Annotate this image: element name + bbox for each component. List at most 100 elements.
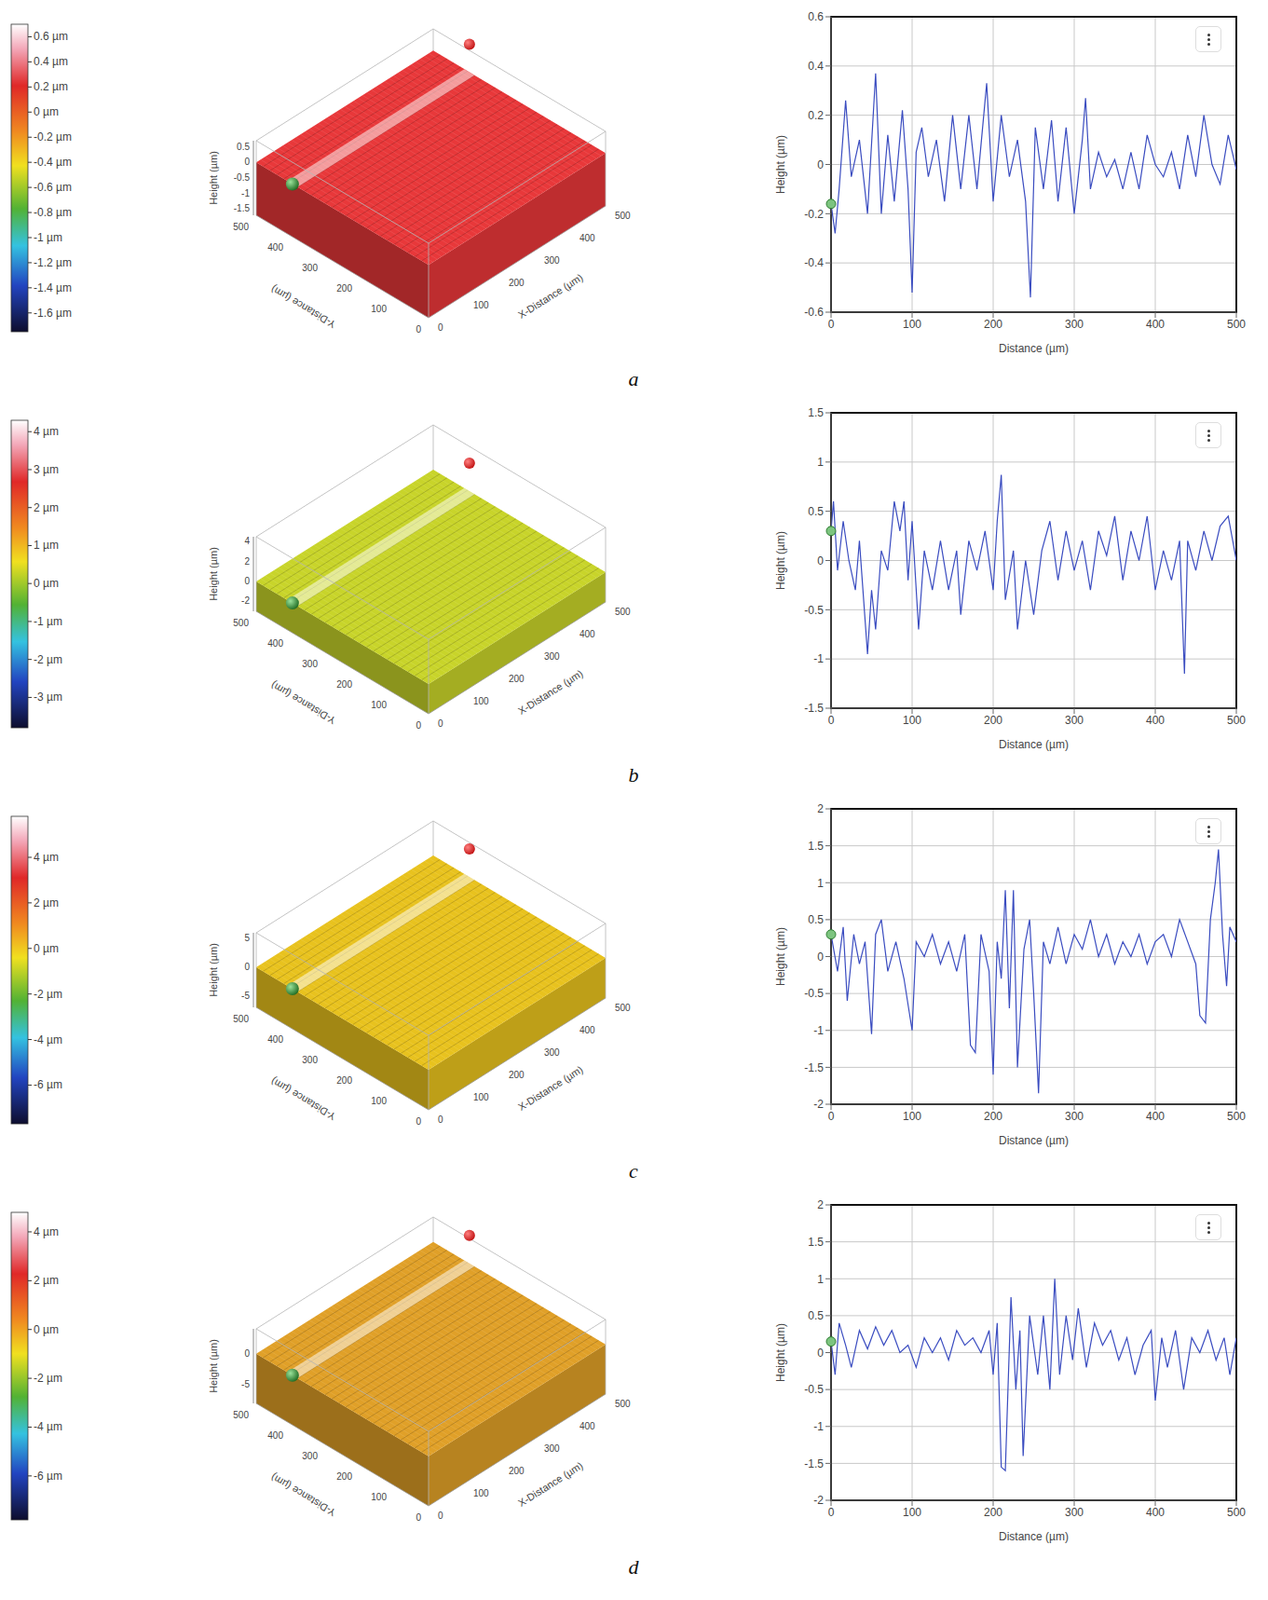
- svg-text:400: 400: [579, 628, 596, 640]
- svg-text:-1: -1: [813, 652, 824, 666]
- svg-text:0: 0: [828, 1109, 835, 1123]
- svg-text:0: 0: [817, 554, 824, 568]
- svg-text:1.5: 1.5: [807, 1235, 824, 1249]
- svg-text:100: 100: [902, 1109, 922, 1123]
- svg-text:400: 400: [1145, 713, 1165, 727]
- svg-text:200: 200: [508, 1465, 525, 1476]
- svg-text:2 µm: 2 µm: [33, 896, 59, 910]
- svg-text:-0.2 µm: -0.2 µm: [33, 130, 72, 144]
- svg-text:0: 0: [828, 317, 835, 331]
- svg-text:100: 100: [370, 1095, 387, 1106]
- svg-text:-1.5: -1.5: [804, 701, 824, 715]
- svg-text:Y-Distance (µm): Y-Distance (µm): [269, 1471, 339, 1519]
- svg-text:Height (µm): Height (µm): [207, 150, 219, 205]
- svg-text:100: 100: [473, 1091, 490, 1103]
- svg-text:4 µm: 4 µm: [33, 424, 59, 438]
- svg-text:3 µm: 3 µm: [33, 463, 59, 477]
- svg-text:300: 300: [544, 1047, 560, 1058]
- svg-text:200: 200: [508, 277, 525, 288]
- svg-text:200: 200: [983, 1505, 1003, 1519]
- svg-text:0: 0: [828, 713, 835, 727]
- svg-text:500: 500: [614, 606, 631, 617]
- svg-text:0.2 µm: 0.2 µm: [33, 80, 69, 94]
- svg-text:400: 400: [267, 1034, 284, 1045]
- svg-text:0.4 µm: 0.4 µm: [33, 54, 69, 69]
- svg-text:-0.2: -0.2: [804, 207, 824, 221]
- svg-text:0: 0: [817, 158, 824, 172]
- svg-text:0: 0: [817, 950, 824, 964]
- svg-text:0: 0: [415, 1512, 422, 1523]
- svg-text:4 µm: 4 µm: [33, 850, 59, 864]
- svg-text:-2: -2: [813, 1097, 824, 1111]
- svg-text:0: 0: [828, 1505, 835, 1519]
- svg-text:4: 4: [244, 535, 250, 546]
- svg-text:-0.6: -0.6: [804, 305, 824, 319]
- svg-text:0.5: 0.5: [236, 141, 250, 152]
- svg-text:100: 100: [370, 1491, 387, 1502]
- svg-text:500: 500: [1227, 317, 1246, 331]
- svg-text:0: 0: [437, 1510, 444, 1521]
- svg-text:500: 500: [232, 617, 249, 628]
- svg-text:1 µm: 1 µm: [33, 538, 59, 552]
- svg-text:-1.5: -1.5: [233, 203, 251, 214]
- svg-text:-1: -1: [813, 1419, 824, 1433]
- svg-text:0 µm: 0 µm: [33, 1322, 59, 1337]
- svg-text:Height (µm): Height (µm): [774, 1322, 788, 1382]
- svg-text:500: 500: [232, 221, 249, 232]
- svg-text:-5: -5: [241, 1378, 250, 1390]
- svg-text:500: 500: [1227, 713, 1246, 727]
- svg-text:2: 2: [817, 802, 824, 816]
- svg-text:500: 500: [232, 1013, 249, 1024]
- svg-text:500: 500: [232, 1409, 249, 1420]
- svg-text:300: 300: [1064, 1505, 1084, 1519]
- svg-text:Distance (µm): Distance (µm): [998, 737, 1069, 751]
- svg-text:0: 0: [817, 1346, 824, 1360]
- svg-text:Height (µm): Height (µm): [774, 531, 788, 590]
- svg-text:1.5: 1.5: [807, 406, 824, 420]
- svg-text:0: 0: [244, 1348, 250, 1359]
- svg-text:500: 500: [614, 210, 631, 221]
- svg-text:200: 200: [983, 713, 1003, 727]
- svg-text:-0.5: -0.5: [233, 172, 251, 183]
- svg-text:400: 400: [1145, 317, 1165, 331]
- svg-text:0 µm: 0 µm: [33, 105, 59, 119]
- svg-text:-4 µm: -4 µm: [33, 1033, 63, 1047]
- svg-text:Y-Distance (µm): Y-Distance (µm): [269, 283, 339, 331]
- svg-text:400: 400: [267, 638, 284, 649]
- svg-text:-1.6 µm: -1.6 µm: [33, 306, 72, 320]
- svg-text:Distance (µm): Distance (µm): [998, 1529, 1069, 1543]
- svg-text:-0.6 µm: -0.6 µm: [33, 180, 72, 194]
- svg-text:0 µm: 0 µm: [33, 941, 59, 955]
- svg-text:Distance (µm): Distance (µm): [998, 341, 1069, 355]
- svg-text:100: 100: [902, 1505, 922, 1519]
- svg-text:100: 100: [902, 317, 922, 331]
- svg-text:300: 300: [1064, 713, 1084, 727]
- svg-text:0: 0: [437, 1114, 444, 1125]
- svg-text:Y-Distance (µm): Y-Distance (µm): [269, 679, 339, 727]
- svg-text:-0.8 µm: -0.8 µm: [33, 205, 72, 219]
- svg-text:X-Distance (µm): X-Distance (µm): [516, 1458, 586, 1509]
- svg-text:-1 µm: -1 µm: [33, 231, 63, 245]
- svg-text:2: 2: [244, 556, 250, 567]
- svg-text:-0.4 µm: -0.4 µm: [33, 155, 72, 169]
- svg-text:1.5: 1.5: [807, 839, 824, 853]
- svg-text:-1: -1: [241, 188, 250, 199]
- svg-text:Height (µm): Height (µm): [207, 942, 219, 997]
- svg-text:0: 0: [437, 718, 444, 729]
- svg-text:200: 200: [983, 1109, 1003, 1123]
- svg-text:300: 300: [544, 255, 560, 266]
- svg-text:-0.4: -0.4: [804, 256, 824, 270]
- svg-text:0.6 µm: 0.6 µm: [33, 29, 69, 43]
- svg-text:400: 400: [1145, 1109, 1165, 1123]
- svg-text:Height (µm): Height (µm): [774, 135, 788, 194]
- svg-text:300: 300: [301, 262, 318, 273]
- svg-text:100: 100: [473, 299, 490, 311]
- svg-text:4 µm: 4 µm: [33, 1225, 59, 1239]
- svg-text:200: 200: [983, 317, 1003, 331]
- svg-text:1: 1: [817, 455, 824, 469]
- svg-text:1: 1: [817, 876, 824, 890]
- svg-text:300: 300: [1064, 1109, 1084, 1123]
- svg-text:-1: -1: [813, 1023, 824, 1037]
- svg-text:0.5: 0.5: [807, 1308, 824, 1323]
- svg-text:400: 400: [579, 1420, 596, 1432]
